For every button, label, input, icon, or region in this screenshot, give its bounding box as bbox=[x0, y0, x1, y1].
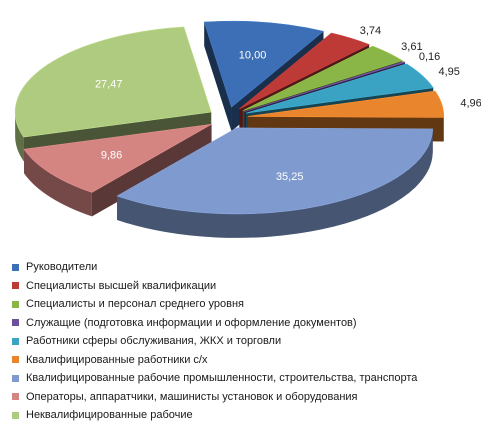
legend-item: Квалифицированные работники с/х bbox=[12, 351, 417, 370]
legend-swatch bbox=[12, 264, 19, 271]
legend-label: Специалисты высшей квалификации bbox=[26, 280, 216, 292]
slice-value-label: 35,25 bbox=[276, 171, 304, 183]
legend-item: Специалисты высшей квалификации bbox=[12, 277, 417, 296]
legend-swatch bbox=[12, 412, 19, 419]
legend-label: Квалифицированные работники с/х bbox=[26, 354, 208, 366]
legend-label: Руководители bbox=[26, 261, 97, 273]
legend-label: Операторы, аппаратчики, машинисты устано… bbox=[26, 391, 358, 403]
legend-swatch bbox=[12, 319, 19, 326]
legend-item: Неквалифицированные рабочие bbox=[12, 406, 417, 425]
slice-value-label: 4,95 bbox=[438, 66, 459, 78]
legend-label: Служащие (подготовка информации и оформл… bbox=[26, 317, 357, 329]
slice-value-label: 9,86 bbox=[101, 150, 122, 162]
legend-swatch bbox=[12, 375, 19, 382]
legend-label: Специалисты и персонал среднего уровня bbox=[26, 298, 244, 310]
legend-item: Работники сферы обслуживания, ЖКХ и торг… bbox=[12, 332, 417, 351]
legend-swatch bbox=[12, 301, 19, 308]
slice-value-label: 4,96 bbox=[460, 98, 481, 110]
legend-item: Операторы, аппаратчики, машинисты устано… bbox=[12, 388, 417, 407]
legend-swatch bbox=[12, 356, 19, 363]
legend-swatch bbox=[12, 282, 19, 289]
slice-value-label: 27,47 bbox=[95, 78, 123, 90]
chart-legend: Руководители Специалисты высшей квалифика… bbox=[12, 258, 417, 425]
slice-value-label: 10,00 bbox=[239, 50, 267, 62]
slice-value-label: 0,16 bbox=[419, 51, 440, 63]
legend-item: Специалисты и персонал среднего уровня bbox=[12, 295, 417, 314]
slice-value-label: 3,74 bbox=[360, 25, 381, 37]
legend-item: Квалифицированные рабочие промышленности… bbox=[12, 369, 417, 388]
legend-label: Квалифицированные рабочие промышленности… bbox=[26, 372, 417, 384]
legend-label: Неквалифицированные рабочие bbox=[26, 409, 193, 421]
legend-item: Руководители bbox=[12, 258, 417, 277]
legend-item: Служащие (подготовка информации и оформл… bbox=[12, 314, 417, 333]
legend-label: Работники сферы обслуживания, ЖКХ и торг… bbox=[26, 335, 281, 347]
legend-swatch bbox=[12, 393, 19, 400]
legend-swatch bbox=[12, 338, 19, 345]
